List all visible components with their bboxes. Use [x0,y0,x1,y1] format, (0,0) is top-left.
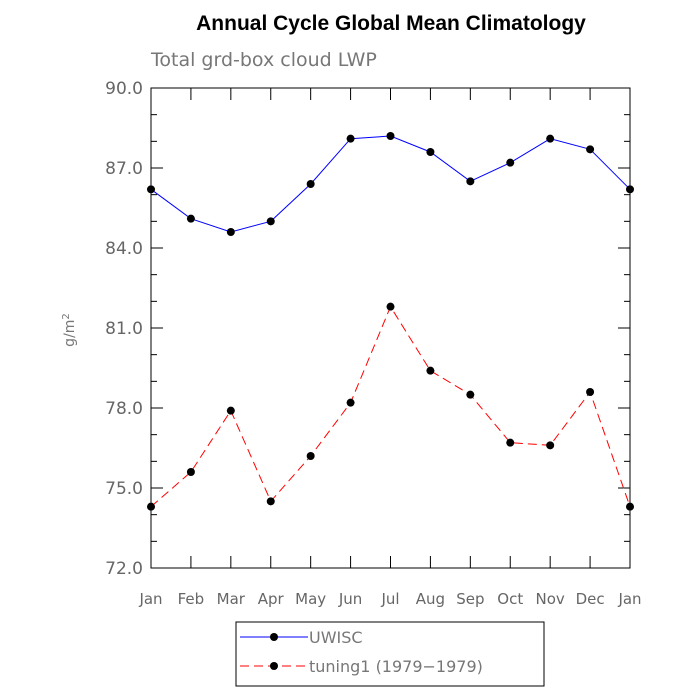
series-1-point [186,214,195,223]
x-tick-label: May [295,590,326,608]
y-tick-label: 84.0 [105,239,143,259]
x-tick-label: Dec [576,590,605,608]
series-1-point [266,217,275,226]
y-axis: 72.0 75.0 78.0 81.0 84.0 87.0 90.0 [105,79,630,579]
y-tick-label: 87.0 [105,159,143,179]
series-1-point [147,185,155,194]
x-tick-label: Sep [456,590,484,608]
series-1-point [226,228,235,236]
series-2-point [147,502,155,511]
legend-marker-2 [270,662,278,670]
series-2-point [466,390,475,399]
series-1-point [386,132,395,140]
series-group [147,132,634,511]
series-1-point [586,145,595,154]
series-2-point [306,452,315,460]
y-tick-label: 78.0 [105,399,143,419]
y-tick-label: 75.0 [105,479,143,499]
x-tick-label: Mar [217,590,246,608]
series-2-point [186,468,195,476]
y-tick-label: 90.0 [105,79,143,99]
plot-frame [150,87,631,569]
series-2-point [546,441,555,450]
series-2-point [506,438,515,447]
x-tick-label: Nov [536,590,565,608]
series-1-point [546,134,555,143]
series-2-point [266,497,275,506]
y-tick-label: 72.0 [105,559,143,579]
x-tick-label: Apr [258,590,285,608]
x-tick-label: Jun [338,590,362,608]
x-tick-label: Oct [497,590,523,608]
chart-title: Annual Cycle Global Mean Climatology [196,12,586,35]
x-tick-label: Jan [138,590,162,608]
series-1-point [466,177,475,186]
series-1-point [506,158,515,167]
x-tick-label: Aug [416,590,445,608]
legend: UWISC tuning1 (1979−1979) [235,621,545,687]
legend-box [235,621,545,687]
y-axis-label-base: g/m [62,320,78,347]
x-tick-label: Jul [380,590,399,608]
x-tick-label: Feb [178,590,205,608]
series-1-point [626,185,634,194]
series-2-point [226,406,235,415]
y-axis-label-superscript: 2 [61,313,72,319]
series-2-point [346,398,355,407]
series-2-point [626,502,634,511]
series-1-point [306,180,315,188]
series-1-point [346,134,355,143]
series-line-2 [150,305,631,508]
legend-marker-1 [270,633,278,641]
series-1-point [426,148,435,156]
chart-subtitle: Total grd-box cloud LWP [150,49,377,71]
x-axis: Jan Feb Mar Apr May Jun Jul Aug Sep Oct Nov Dec Jan [138,88,642,608]
plot-area [150,87,631,569]
y-tick-label: 81.0 [105,319,143,339]
legend-label-1: UWISC [309,628,363,647]
legend-label-2: tuning1 (1979−1979) [309,657,483,676]
x-tick-label: Jan [617,590,641,608]
y-axis-label: g/m2 [61,313,79,347]
series-2-point [586,388,595,396]
series-2-point [386,302,395,311]
series-2-point [426,366,435,375]
series-line-1 [150,135,631,233]
